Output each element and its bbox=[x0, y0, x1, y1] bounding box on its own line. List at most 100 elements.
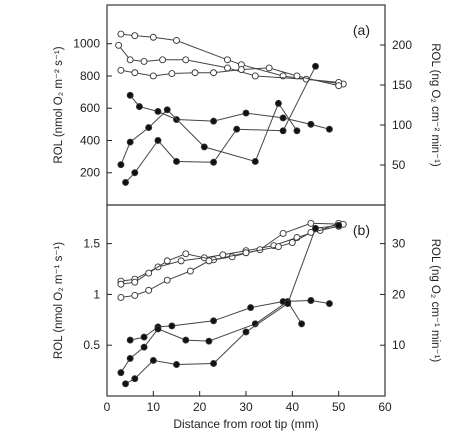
panel-a-series-5-point bbox=[163, 106, 171, 114]
panel-a-series-4-point bbox=[154, 108, 162, 115]
panel-b-series-4-point bbox=[325, 300, 333, 307]
panel-a-series-2-point bbox=[115, 41, 123, 49]
panel-a-series-5-point bbox=[251, 158, 259, 165]
panel-b-ytick-right-label: 10 bbox=[392, 338, 406, 352]
panel-a-series-3-point bbox=[293, 72, 301, 80]
panel-b-series-6-point bbox=[149, 356, 157, 364]
panel-a-series-3-line bbox=[120, 67, 339, 87]
panel-b-series-1-point bbox=[219, 251, 227, 259]
panel-b-series-6-point bbox=[242, 328, 250, 336]
x-tick-label: 50 bbox=[332, 400, 346, 414]
panel-a-series-5-point bbox=[126, 138, 134, 146]
panel-a-ylabel-right: ROL (ng O₂ cm⁻² min⁻¹) bbox=[429, 43, 441, 167]
panel-a-series-6-point bbox=[210, 158, 218, 166]
panel-a-series-5-point bbox=[117, 161, 125, 169]
x-tick-label: 60 bbox=[378, 400, 392, 414]
panel-a-series-3-point bbox=[265, 64, 273, 72]
panel-a-frame bbox=[106, 4, 386, 206]
x-tick-label: 30 bbox=[239, 400, 253, 414]
panel-a-series-6-line bbox=[125, 66, 316, 183]
panel-a-series-4-point bbox=[126, 91, 134, 99]
panel-a-series-3-point bbox=[149, 72, 157, 80]
panel-b-series-5-point bbox=[182, 336, 190, 344]
panel-b-series-6-point bbox=[131, 375, 139, 383]
panel-a-series-2-point bbox=[159, 56, 167, 64]
panel-b-series-2-point bbox=[145, 269, 153, 277]
panel-b-series-5-point bbox=[117, 369, 125, 377]
x-tick-label: 20 bbox=[193, 400, 207, 414]
panel-a-ylabel: ROL (nmol O₂ m⁻² s⁻¹) bbox=[53, 46, 65, 163]
panel-a-ytick-label: 1000 bbox=[73, 37, 100, 51]
x-tick-label: 0 bbox=[104, 400, 111, 414]
panel-a-series-1-point bbox=[224, 56, 231, 64]
panel-b-series-3-point bbox=[288, 239, 296, 247]
panel-a-series-1-point bbox=[149, 33, 157, 41]
panel-a-series-4-point bbox=[307, 120, 315, 128]
panel-a-ytick-right-label: 150 bbox=[392, 78, 412, 92]
panel-b-series-4-point bbox=[307, 297, 315, 304]
panel-a-series-1-point bbox=[173, 37, 180, 44]
panel-a-ytick-label: 800 bbox=[80, 69, 100, 83]
panel-b-series-2-point bbox=[182, 250, 190, 258]
panel-b-series-3-point bbox=[274, 243, 282, 251]
panel-b-series-3-point bbox=[205, 257, 213, 265]
x-tick-label: 10 bbox=[147, 400, 161, 414]
x-axis-label: Distance from root tip (mm) bbox=[173, 417, 318, 431]
panel-b-series-2-point bbox=[117, 280, 125, 288]
panel-a-series-3-point bbox=[131, 69, 139, 77]
panel-b-ytick-label: 1 bbox=[93, 287, 100, 301]
panel-b-ylabel: ROL (nmol O₂ m⁻¹ s⁻¹) bbox=[53, 242, 65, 359]
panel-b-series-5-point bbox=[298, 320, 306, 328]
panel-a-series-4-point bbox=[210, 117, 218, 125]
panel-a-series-1-point bbox=[131, 32, 139, 40]
panel-a-label: (a) bbox=[353, 22, 370, 38]
panel-b-series-5-point bbox=[140, 343, 148, 351]
panel-a-series-6-point bbox=[173, 158, 180, 165]
panel-a-series-6-point bbox=[154, 137, 162, 144]
panel-a-series-4-point bbox=[242, 109, 250, 117]
panel-a-series-3-point bbox=[117, 66, 125, 74]
panel-a-series-4-point bbox=[279, 114, 287, 122]
panel-a-series-2-point bbox=[182, 56, 190, 64]
panel-a-series-6-point bbox=[131, 169, 139, 177]
panel-a-series-5-point bbox=[200, 143, 208, 151]
panel-a-series-1-point bbox=[117, 30, 125, 38]
panel-a-series-6-point bbox=[122, 178, 129, 186]
panel-b-series-4-point bbox=[247, 304, 255, 312]
panel-a-series-4-point bbox=[135, 103, 143, 111]
panel-a-series-5-point bbox=[145, 124, 153, 132]
panel-a-series-5-line bbox=[120, 102, 298, 165]
panel-b-ylabel-right: ROL (ng O₂ cm⁻¹ min⁻¹) bbox=[429, 239, 441, 363]
panel-b-series-1-point bbox=[177, 257, 185, 265]
panel-b-label: (b) bbox=[353, 222, 370, 238]
panel-a-series-5-point bbox=[274, 99, 282, 107]
panel-a-series-3-point bbox=[191, 69, 199, 77]
panel-b-series-3-point bbox=[145, 286, 153, 294]
panel-a-ytick-label: 200 bbox=[80, 166, 100, 180]
panel-a-ytick-right-label: 50 bbox=[392, 158, 406, 172]
panel-a-series-6-point bbox=[233, 125, 241, 133]
panel-b-series-5-point bbox=[126, 354, 134, 362]
panel-a-series-2-point bbox=[126, 56, 134, 64]
panel-a-series-6-point bbox=[312, 62, 319, 70]
panel-a-series-2-point bbox=[224, 64, 231, 72]
panel-a-series-2-point bbox=[251, 72, 259, 80]
panel-b-series-2-point bbox=[307, 219, 315, 227]
panel-b-series-1-line bbox=[120, 222, 339, 282]
panel-b-series-4-point bbox=[168, 322, 176, 330]
panel-b-series-6-point bbox=[335, 221, 343, 229]
panel-b-series-6-point bbox=[210, 360, 218, 367]
panel-b-series-2-point bbox=[163, 257, 171, 265]
panel-b-series-2-point bbox=[228, 253, 236, 261]
panel-b-series-6-point bbox=[173, 361, 180, 368]
panel-a-series-6-point bbox=[279, 127, 287, 135]
panel-a-series-3-point bbox=[168, 70, 176, 77]
panel-b-series-6-point bbox=[312, 224, 319, 232]
panel-a-ytick-label: 600 bbox=[80, 101, 100, 115]
panel-b-series-3-point bbox=[131, 291, 139, 299]
panel-b-frame bbox=[106, 204, 386, 397]
panel-b-series-3-point bbox=[117, 294, 125, 301]
panel-b-ytick-label: 0.5 bbox=[83, 338, 100, 352]
panel-b-ytick-right-label: 20 bbox=[392, 287, 406, 301]
